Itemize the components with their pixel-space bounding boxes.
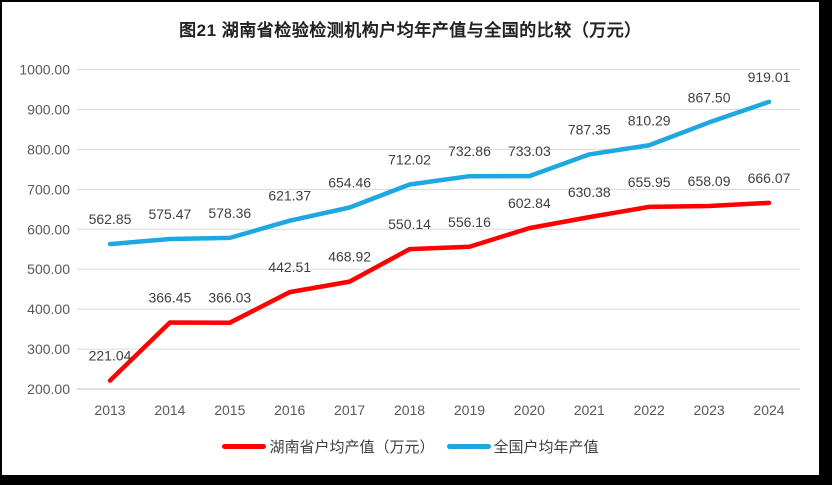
y-axis-tick-label: 400.00	[27, 301, 70, 317]
data-label: 602.84	[508, 195, 551, 211]
x-axis-tick-label: 2013	[94, 402, 125, 418]
data-label: 654.46	[328, 175, 371, 191]
x-axis-tick-label: 2016	[274, 402, 305, 418]
data-label: 366.03	[208, 290, 251, 306]
x-axis-tick-label: 2015	[214, 402, 245, 418]
legend-swatch-blue-line	[446, 444, 491, 449]
data-label: 733.03	[508, 143, 551, 159]
data-label: 810.29	[628, 112, 671, 128]
x-axis-tick-label: 2018	[394, 402, 425, 418]
data-label: 666.07	[748, 170, 791, 186]
data-label: 621.37	[268, 188, 311, 204]
legend-swatch-red-line	[222, 444, 267, 449]
y-axis-tick-label: 700.00	[27, 181, 70, 197]
legend: 湖南省户均产值（万元） 全国户均年产值	[2, 436, 819, 457]
x-axis-tick-label: 2024	[753, 402, 784, 418]
legend-label-hunan: 湖南省户均产值（万元）	[269, 439, 435, 456]
y-axis-tick-label: 200.00	[27, 381, 70, 397]
y-axis-tick-label: 900.00	[27, 101, 70, 117]
data-label: 575.47	[148, 206, 191, 222]
x-axis-tick-label: 2021	[574, 402, 605, 418]
data-label: 221.04	[89, 348, 132, 364]
y-axis-tick-label: 1000.00	[19, 62, 70, 78]
data-label: 732.86	[448, 143, 491, 159]
x-axis-tick-label: 2014	[154, 402, 185, 418]
legend-item-hunan: 湖南省户均产值（万元）	[222, 436, 435, 457]
x-axis-tick-label: 2022	[634, 402, 665, 418]
data-label: 442.51	[268, 259, 311, 275]
data-label: 867.50	[688, 89, 731, 105]
data-label: 556.16	[448, 214, 491, 230]
data-label: 655.95	[628, 174, 671, 190]
chart-canvas: 图21 湖南省检验检测机构户均年产值与全国的比较（万元） 200.00 300.0…	[2, 2, 819, 475]
y-axis-tick-label: 600.00	[27, 221, 70, 237]
y-axis-tick-label: 500.00	[27, 261, 70, 277]
data-label: 366.45	[148, 290, 191, 306]
data-label: 630.38	[568, 184, 611, 200]
data-label: 658.09	[688, 173, 731, 189]
plot-area: 200.00 300.00 400.00 500.00 600.00 700.00 800.…	[19, 62, 800, 418]
data-label: 468.92	[328, 249, 371, 265]
legend-label-national: 全国户均年产值	[493, 439, 599, 456]
x-axis-tick-label: 2019	[454, 402, 485, 418]
chart-title: 图21 湖南省检验检测机构户均年产值与全国的比较（万元）	[179, 21, 642, 40]
legend-item-national: 全国户均年产值	[446, 436, 599, 457]
x-axis-tick-label: 2023	[694, 402, 725, 418]
data-label: 562.85	[89, 211, 132, 227]
series-line-1	[107, 99, 772, 247]
data-label: 578.36	[208, 205, 251, 221]
data-label: 550.14	[388, 216, 431, 232]
y-axis-tick-label: 800.00	[27, 141, 70, 157]
data-label: 712.02	[388, 152, 431, 168]
y-axis-tick-label: 300.00	[27, 341, 70, 357]
x-axis-tick-label: 2017	[334, 402, 365, 418]
data-label: 787.35	[568, 121, 611, 137]
data-label: 919.01	[748, 69, 791, 85]
x-axis-tick-label: 2020	[514, 402, 545, 418]
series-line-0	[107, 200, 772, 383]
